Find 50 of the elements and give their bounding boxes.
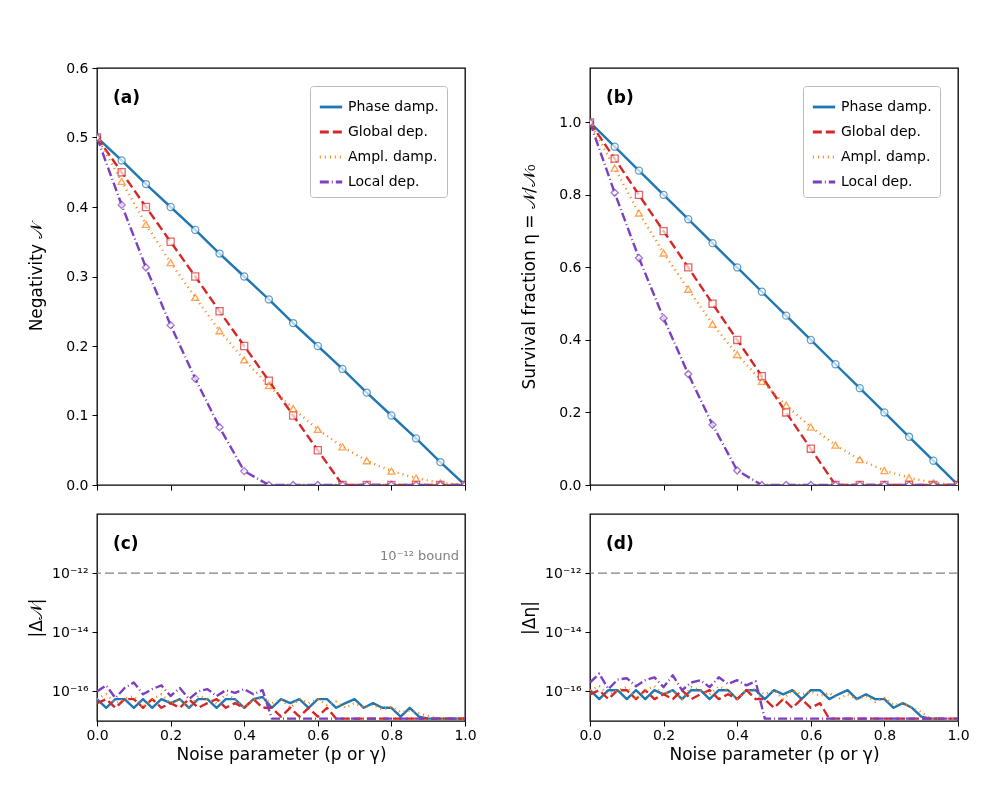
x-tick-label: 0.4 xyxy=(233,726,256,743)
y-tick-label: 10⁻¹⁴ xyxy=(52,623,89,640)
legend-label: Local dep. xyxy=(348,173,420,189)
legend-label: Global dep. xyxy=(348,123,428,139)
x-axis-title: Noise parameter (p or γ) xyxy=(669,743,880,764)
x-tick-label: 0.0 xyxy=(86,726,109,743)
x-tick-label: 0.4 xyxy=(726,726,749,743)
y-tick-label: 0.6 xyxy=(559,258,582,275)
x-axis-title: Noise parameter (p or γ) xyxy=(176,743,387,764)
x-tick-label: 0.2 xyxy=(159,726,183,743)
y-tick-label: 0.8 xyxy=(559,186,582,203)
annotation: (a) xyxy=(113,87,141,107)
y-tick-label: 0.4 xyxy=(559,331,582,348)
y-axis-title: |Δ𝒩| xyxy=(25,598,46,638)
y-axis-title: Negativity 𝒩 xyxy=(25,219,46,332)
y-tick-label: 10⁻¹² xyxy=(52,564,89,581)
x-tick-label: 0.6 xyxy=(307,726,330,743)
y-tick-label: 0.4 xyxy=(66,198,89,215)
x-tick-label: 0.2 xyxy=(652,726,676,743)
x-tick-label: 0.8 xyxy=(380,726,404,743)
y-tick-label: 0.1 xyxy=(66,407,89,423)
x-tick-label: 0.6 xyxy=(800,726,823,743)
y-tick-label: 0.6 xyxy=(66,59,89,76)
legend-label: Local dep. xyxy=(841,173,913,189)
y-tick-label: 0.0 xyxy=(559,476,582,493)
y-tick-label: 10⁻¹² xyxy=(545,564,582,581)
ref-line-label: 10⁻¹² bound xyxy=(380,548,459,564)
annotation: (b) xyxy=(606,87,634,107)
y-tick-label: 0.5 xyxy=(66,129,89,145)
y-axis-title: Survival fraction η = 𝒩/𝒩₀ xyxy=(518,164,539,390)
y-tick-label: 10⁻¹⁴ xyxy=(545,623,582,640)
x-tick-label: 0.0 xyxy=(579,726,602,743)
x-tick-label: 0.8 xyxy=(873,726,897,743)
annotation: (c) xyxy=(113,533,139,553)
legend-label: Phase damp. xyxy=(841,98,932,114)
y-tick-label: 10⁻¹⁶ xyxy=(52,682,89,699)
y-tick-label: 1.0 xyxy=(559,113,582,130)
annotation: (d) xyxy=(606,533,634,553)
y-tick-label: 0.0 xyxy=(66,476,89,493)
legend-label: Global dep. xyxy=(841,123,921,139)
legend-label: Phase damp. xyxy=(348,98,439,114)
legend-label: Ampl. damp. xyxy=(841,148,931,164)
y-axis-title: |Δη| xyxy=(518,601,539,635)
x-tick-label: 1.0 xyxy=(454,726,477,743)
y-tick-label: 10⁻¹⁶ xyxy=(545,682,582,699)
legend-label: Ampl. damp. xyxy=(348,148,438,164)
x-tick-label: 1.0 xyxy=(947,726,970,743)
y-tick-label: 0.2 xyxy=(66,337,89,354)
y-tick-label: 0.2 xyxy=(559,403,582,420)
y-tick-label: 0.3 xyxy=(66,268,89,284)
